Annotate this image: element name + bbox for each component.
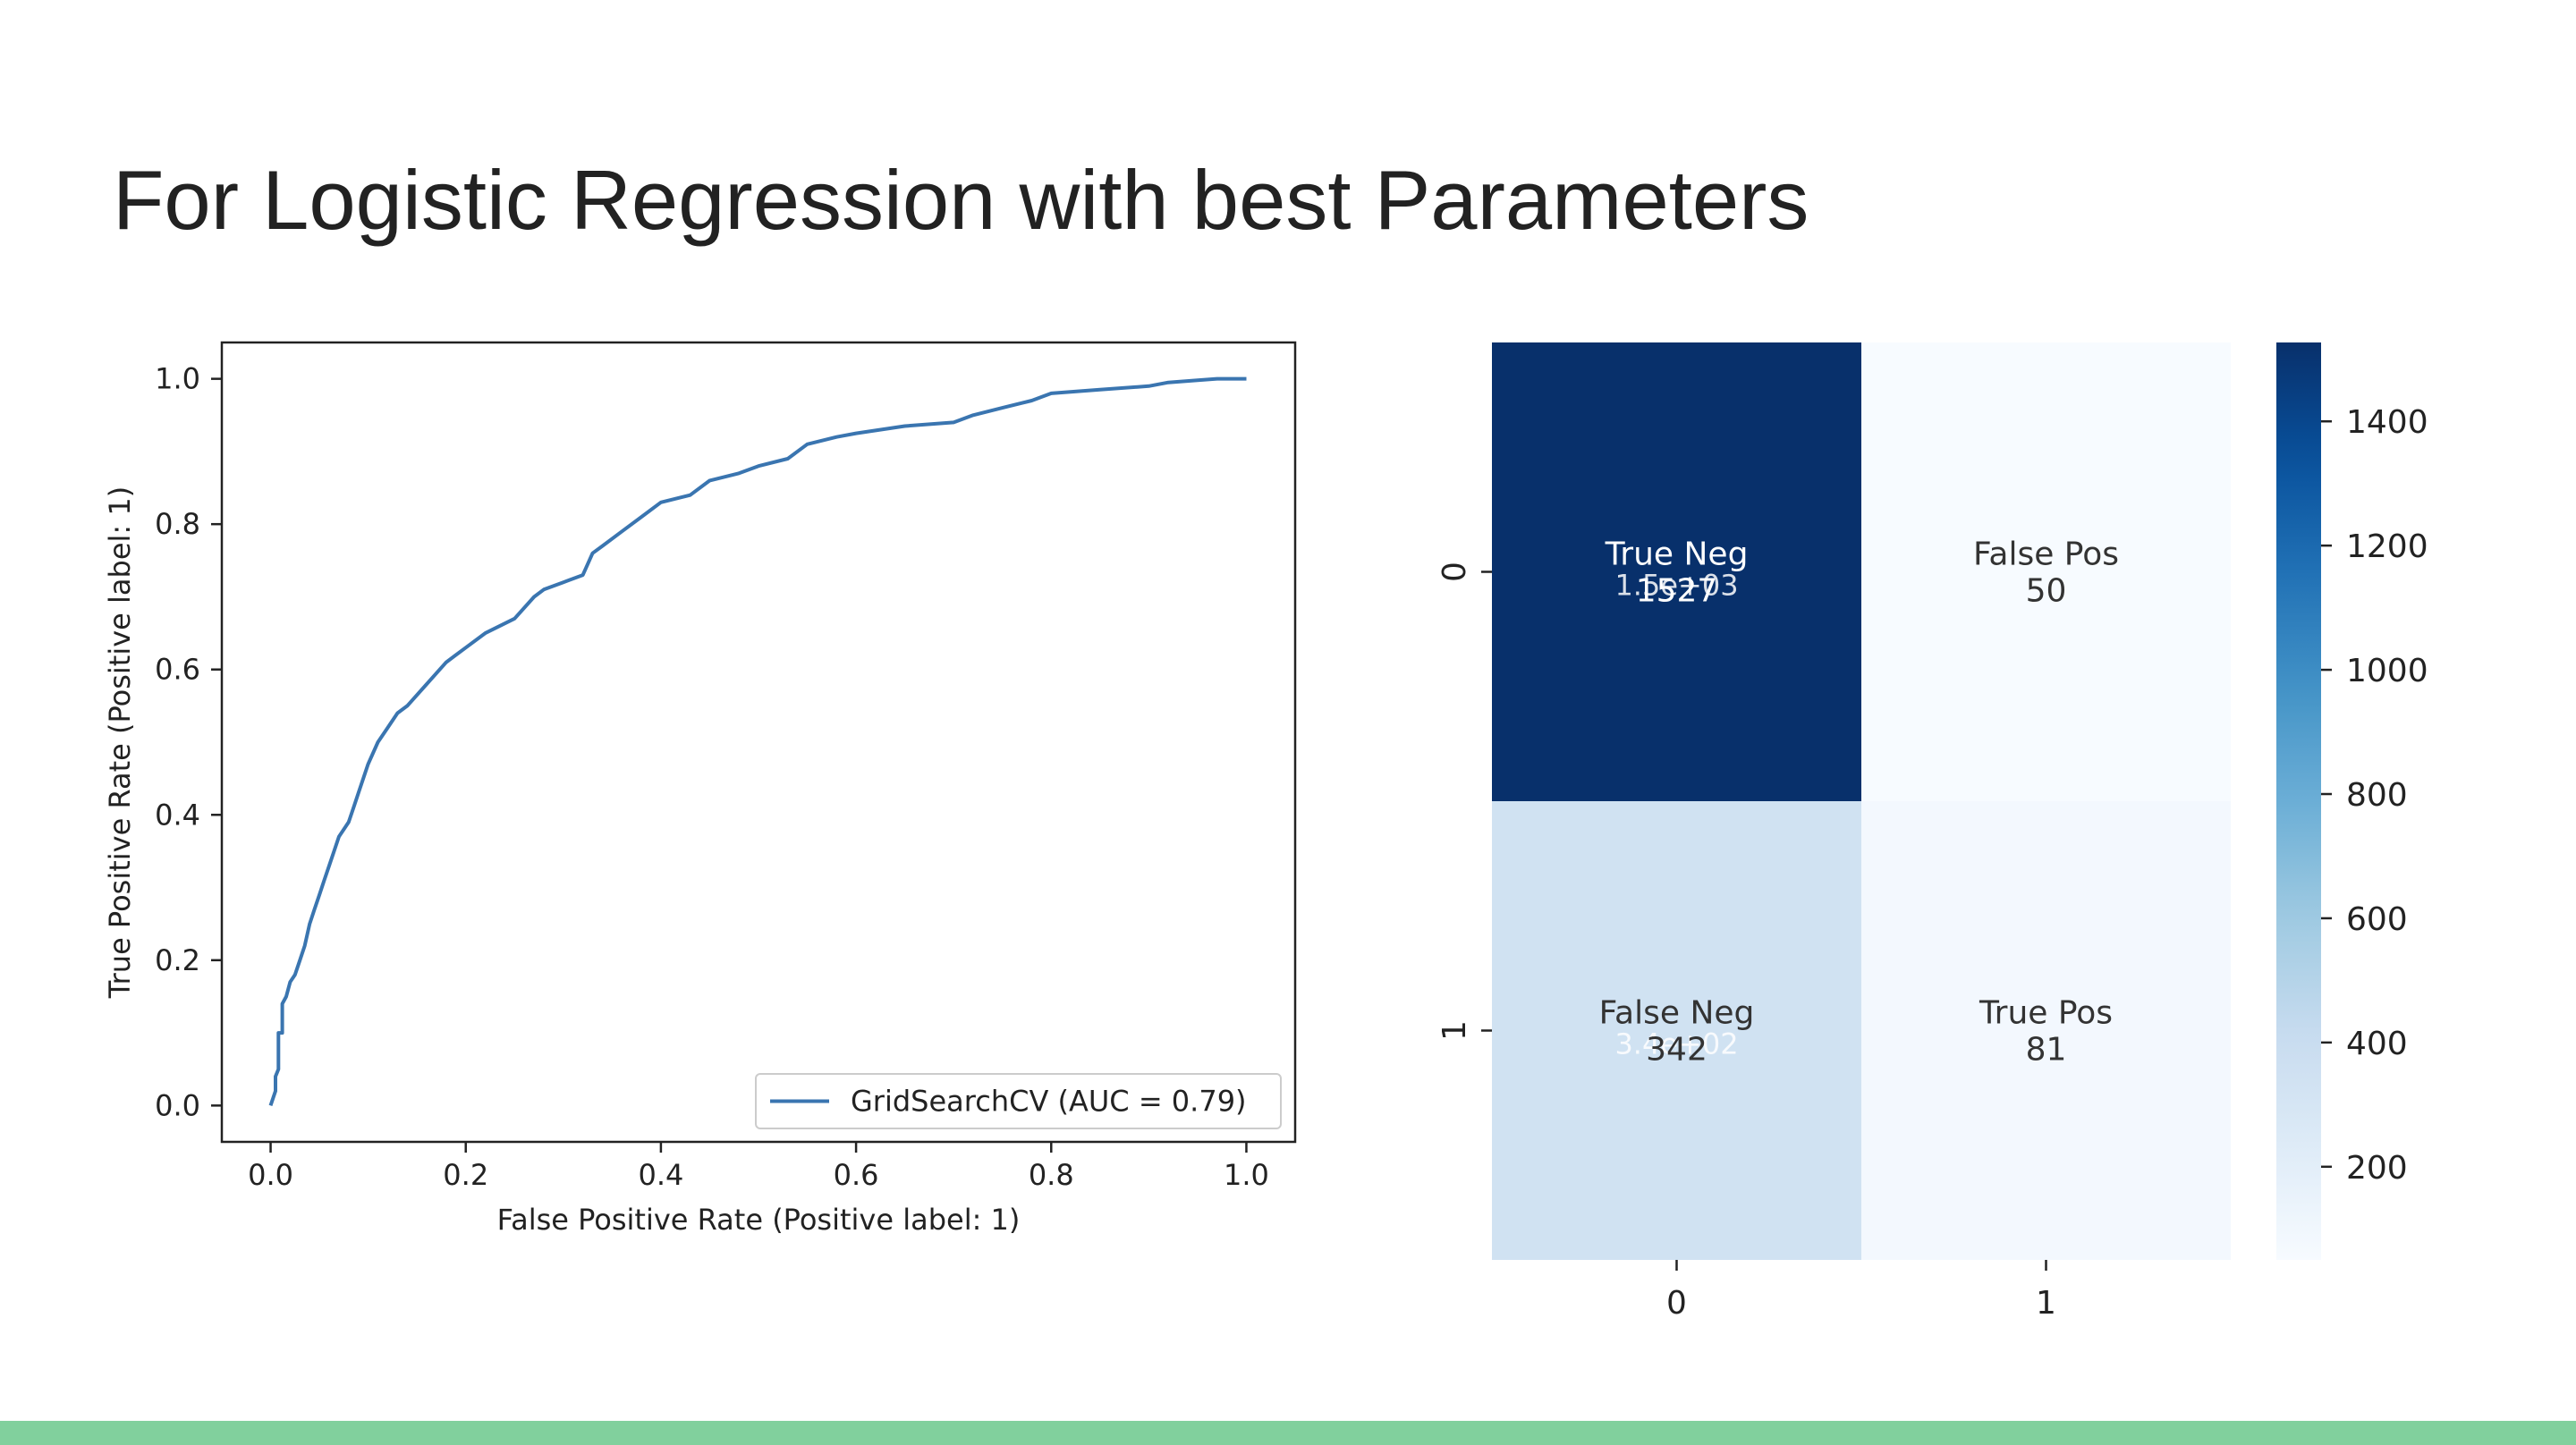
heatmap-cell — [1861, 801, 2231, 1260]
colorbar-tick-label: 200 — [2346, 1150, 2408, 1187]
cell-value-label: 81 — [2026, 1032, 2067, 1069]
roc-curve-chart: 0.0 0.2 0.4 0.6 0.8 1.0 0.0 0.2 0.4 0.6 0.8 1.0 Fals… — [103, 341, 1297, 1237]
roc-curve-line — [268, 376, 1247, 1107]
y-tick-label: 0 — [1436, 562, 1473, 582]
cell-category-label: False Pos — [1973, 537, 2119, 573]
y-tick-label: 1.0 — [155, 362, 200, 396]
cell-value-label: 50 — [2026, 573, 2067, 610]
heatmap-cell — [1492, 342, 1861, 801]
colorbar-tick-label: 1400 — [2346, 404, 2428, 441]
y-tick-label: 0.4 — [155, 798, 200, 832]
roc-plot-frame — [220, 341, 1297, 1144]
y-tick-label: 1 — [1436, 1020, 1473, 1041]
x-tick-label: 0.6 — [834, 1158, 879, 1192]
cell-value-label: 342 — [1646, 1032, 1707, 1069]
footer-bar — [0, 1421, 2576, 1445]
legend-box — [755, 1073, 1282, 1129]
page-title: For Logistic Regression with best Parame… — [113, 153, 1809, 247]
cell-overlap-text: 3.4e+02 — [1614, 1027, 1738, 1061]
legend-label: GridSearchCV (AUC = 0.79) — [851, 1085, 1247, 1119]
x-axis-label: False Positive Rate (Positive label: 1) — [497, 1203, 1021, 1237]
x-tick-label: 0.2 — [443, 1158, 488, 1192]
colorbar-tick-label: 600 — [2346, 901, 2408, 938]
x-tick-label: 1 — [2036, 1285, 2056, 1322]
y-tick-label: 0.0 — [155, 1088, 200, 1122]
colorbar-tick-label: 400 — [2346, 1026, 2408, 1062]
cell-overlap-text: 1.5e+03 — [1614, 569, 1738, 603]
cell-category-label: True Pos — [1979, 995, 2113, 1032]
x-tick-label: 0 — [1666, 1285, 1687, 1322]
colorbar-tick-label: 1200 — [2346, 528, 2428, 565]
cell-category-label: False Neg — [1599, 995, 1755, 1032]
cell-category-label: True Neg — [1605, 537, 1749, 573]
heatmap-cell — [1861, 342, 2231, 801]
y-axis-label: True Positive Rate (Positive label: 1) — [103, 486, 137, 999]
colorbar-tick-label: 1000 — [2346, 653, 2428, 689]
y-tick-label: 0.6 — [155, 653, 200, 687]
x-tick-label: 0.4 — [638, 1158, 683, 1192]
x-tick-label: 1.0 — [1224, 1158, 1269, 1192]
x-tick-label: 0.8 — [1029, 1158, 1074, 1192]
y-tick-label: 0.2 — [155, 943, 200, 977]
x-tick-label: 0.0 — [248, 1158, 293, 1192]
heatmap-cell — [1492, 801, 1861, 1260]
y-tick-label: 0.8 — [155, 507, 200, 541]
cell-value-label: 1527 — [1636, 573, 1718, 610]
colorbar-tick-label: 800 — [2346, 777, 2408, 814]
colorbar — [2276, 342, 2321, 1260]
